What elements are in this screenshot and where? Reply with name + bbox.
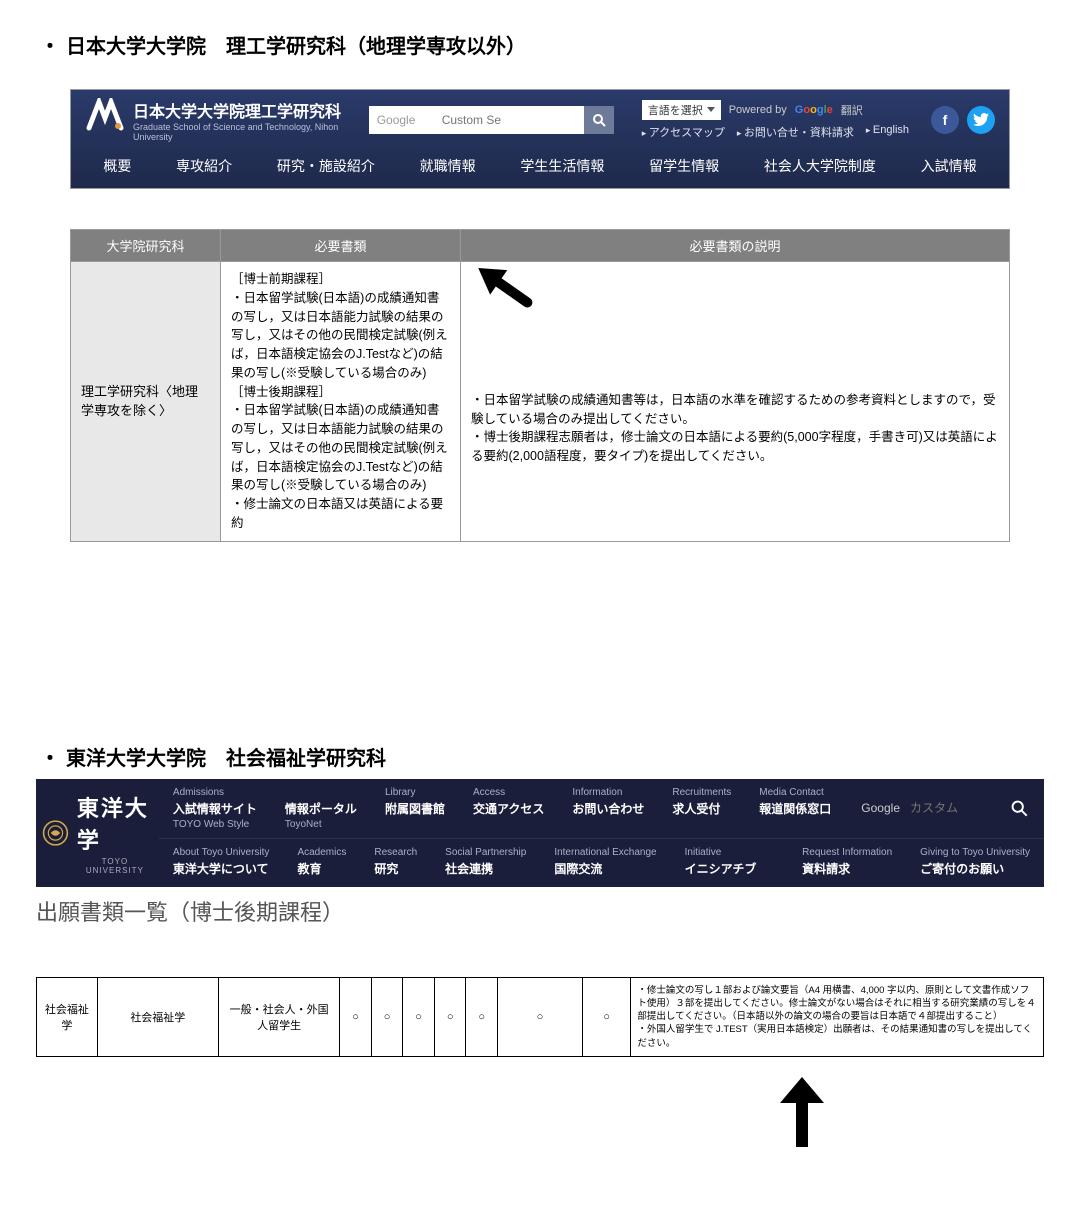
nav-contact[interactable]: お問い合せ・資料請求: [737, 124, 854, 140]
nav-m8[interactable]: 入試情報: [921, 156, 977, 176]
toyo-link-admissions[interactable]: Admissions入試情報サイトTOYO Web Style: [159, 779, 271, 838]
nihon-th1: 大学院研究科: [71, 230, 221, 262]
nihon-table: 大学院研究科 必要書類 必要書類の説明 理工学研究科〈地理学専攻を除く〉 ［博士…: [70, 229, 1010, 542]
toyo-univ-sub: TOYO UNIVERSITY: [77, 857, 153, 875]
search-icon[interactable]: [1010, 799, 1028, 817]
nihon-univ-name: 日本大学大学院理工学研究科: [133, 98, 345, 122]
nihon-header: 日本大学大学院理工学研究科 Graduate School of Science…: [70, 89, 1010, 189]
toyo-link-recruit[interactable]: Recruitments求人受付: [658, 779, 745, 838]
toyo-link-about[interactable]: About Toyo University東洋大学について: [159, 839, 284, 885]
toyo-table: 社会福祉学 社会福祉学 一般・社会人・外国人留学生 ○ ○ ○ ○ ○ ○ ○ …: [36, 977, 1044, 1057]
search-icon: [592, 113, 606, 127]
nihon-c2: ［博士前期課程］ ・日本留学試験(日本語)の成績通知書の写し，又は日本語能力試験…: [221, 262, 461, 542]
twitter-icon[interactable]: [967, 106, 995, 134]
translate-label: 翻訳: [841, 102, 863, 118]
nav-english[interactable]: English: [866, 124, 909, 140]
toyo-link-info[interactable]: Informationお問い合わせ: [558, 779, 658, 838]
nihon-c3: ・日本留学試験の成績通知書等は，日本語の水準を確認するための参考資料としますので…: [461, 262, 1010, 542]
arrow-up-icon: [0, 1077, 1044, 1157]
nihon-c1: 理工学研究科〈地理学専攻を除く〉: [71, 262, 221, 542]
language-select[interactable]: 言語を選択: [642, 100, 721, 120]
nihon-logo-icon: [85, 98, 125, 134]
section1-title: ・日本大学大学院 理工学研究科（地理学専攻以外）: [0, 20, 1080, 89]
nihon-search: [369, 106, 614, 134]
toyo-search-provider: Google: [861, 801, 900, 815]
nav-m4[interactable]: 就職情報: [420, 156, 476, 176]
toyo-notes: ・修士論文の写し１部および論文要旨（A4 用横書、4,000 字以内、原則として…: [631, 977, 1044, 1056]
nav-m7[interactable]: 社会人大学院制度: [764, 156, 876, 176]
toyo-link-request[interactable]: Request Information資料請求: [788, 839, 906, 885]
toyo-link-access[interactable]: Access交通アクセス: [459, 779, 558, 838]
section2-title: ・東洋大学大学院 社会福祉学研究科: [0, 732, 1080, 779]
toyo-c1: 社会福祉学: [37, 977, 98, 1056]
toyo-logo[interactable]: 東洋大学 TOYO UNIVERSITY: [36, 779, 159, 887]
nihon-search-input[interactable]: [434, 106, 584, 134]
toyo-circle: ○: [582, 977, 631, 1056]
powered-by-label: Powered by: [729, 104, 787, 116]
toyo-univ-name: 東洋大学: [77, 791, 153, 855]
toyo-link-social[interactable]: Social Partnership社会連携: [431, 839, 540, 885]
toyo-link-media[interactable]: Media Contact報道関係窓口: [745, 779, 845, 838]
search-button[interactable]: [584, 106, 614, 134]
nihon-nav: 概要 専攻紹介 研究・施設紹介 就職情報 学生生活情報 留学生情報 社会人大学院…: [71, 146, 1009, 188]
toyo-logo-icon: [42, 816, 69, 850]
nav-m3[interactable]: 研究・施設紹介: [277, 156, 375, 176]
toyo-search-input[interactable]: [910, 801, 1000, 815]
toyo-header: 東洋大学 TOYO UNIVERSITY Admissions入試情報サイトTO…: [36, 779, 1044, 887]
toyo-c3: 一般・社会人・外国人留学生: [218, 977, 339, 1056]
nihon-th2: 必要書類: [221, 230, 461, 262]
nihon-univ-sub: Graduate School of Science and Technolog…: [133, 122, 345, 142]
toyo-link-portal[interactable]: 情報ポータルToyoNet: [271, 779, 371, 838]
toyo-link-library[interactable]: Library附属図書館: [371, 779, 459, 838]
nav-m5[interactable]: 学生生活情報: [520, 156, 604, 176]
toyo-circle: ○: [340, 977, 372, 1056]
toyo-circle: ○: [371, 977, 403, 1056]
nav-m1[interactable]: 概要: [103, 156, 131, 176]
nav-m6[interactable]: 留学生情報: [649, 156, 719, 176]
toyo-c2: 社会福祉学: [97, 977, 218, 1056]
nihon-logo[interactable]: 日本大学大学院理工学研究科 Graduate School of Science…: [85, 98, 345, 142]
toyo-circle: ○: [403, 977, 435, 1056]
facebook-icon[interactable]: f: [931, 106, 959, 134]
nav-access[interactable]: アクセスマップ: [642, 124, 725, 140]
toyo-link-giving[interactable]: Giving to Toyo Universityご寄付のお願い: [906, 839, 1044, 885]
chevron-down-icon: [707, 107, 715, 113]
toyo-link-initiative[interactable]: Initiativeイニシアチブ: [671, 839, 771, 885]
nav-m2[interactable]: 専攻紹介: [176, 156, 232, 176]
toyo-circle: ○: [497, 977, 582, 1056]
toyo-link-intl[interactable]: International Exchange国際交流: [540, 839, 670, 885]
toyo-circle: ○: [466, 977, 498, 1056]
toyo-circle: ○: [434, 977, 466, 1056]
nihon-search-provider[interactable]: [369, 106, 434, 134]
arrow-pointer-icon: [471, 256, 551, 332]
toyo-link-academics[interactable]: Academics教育: [283, 839, 360, 885]
google-label: Google: [795, 104, 833, 116]
toyo-link-research[interactable]: Research研究: [360, 839, 431, 885]
toyo-subtitle: 出願書類一覧（博士後期課程）: [36, 895, 1044, 927]
